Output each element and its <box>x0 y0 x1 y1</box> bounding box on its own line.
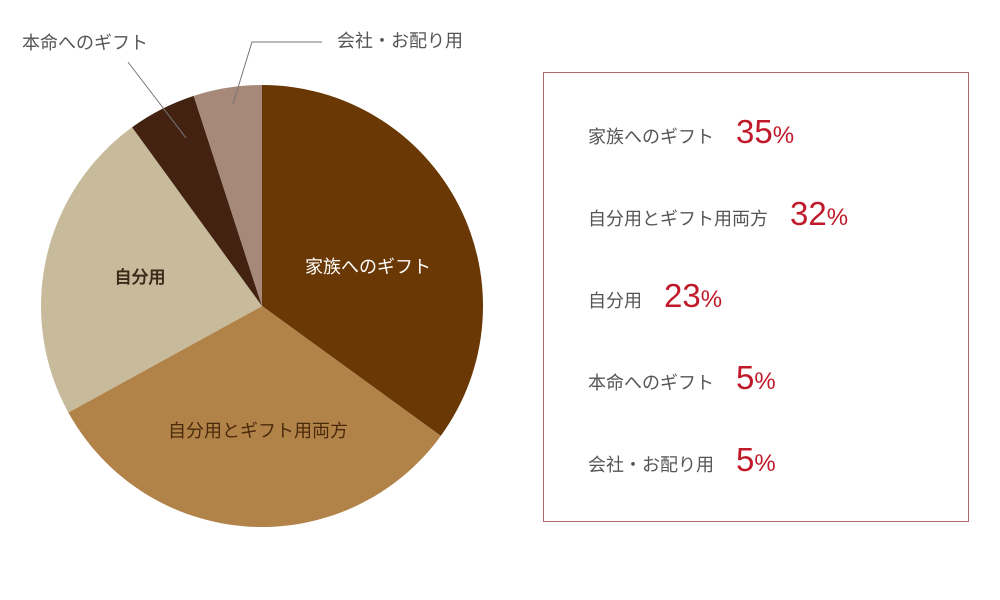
legend-label: 自分用 <box>588 291 642 312</box>
legend-label: 本命へのギフト <box>588 373 714 394</box>
leader-line-honmei-gift <box>127 61 187 139</box>
legend-value: 5% <box>736 359 776 396</box>
slice-self <box>41 127 263 413</box>
legend-label: 自分用とギフト用両方 <box>588 209 768 230</box>
slice-label: 自分用とギフト用両方 <box>168 421 348 442</box>
legend-row-honmei-gift: 本命へのギフト 5% <box>588 359 776 397</box>
legend-label: 会社・お配り用 <box>588 455 714 476</box>
legend-row-self-and-gift: 自分用とギフト用両方 32% <box>588 195 848 233</box>
legend-row-self: 自分用 23% <box>588 277 722 315</box>
legend-value: 35% <box>736 113 795 150</box>
legend-value: 32% <box>790 195 849 232</box>
slice-company <box>193 85 262 306</box>
outside-label-honmei-gift: 本命へのギフト <box>22 33 148 54</box>
slice-honmei-gift <box>132 95 262 306</box>
slice-family-gift <box>262 85 484 436</box>
legend-label: 家族へのギフト <box>588 127 714 148</box>
legend-row-company: 会社・お配り用 5% <box>588 441 776 479</box>
slice-label: 家族へのギフト <box>305 257 431 278</box>
slice-label: 自分用 <box>115 267 166 288</box>
legend-box: 家族へのギフト 35% 自分用とギフト用両方 32% 自分用 23% 本命へのギ… <box>543 72 969 522</box>
leader-line-company <box>232 41 322 105</box>
legend-row-family-gift: 家族へのギフト 35% <box>588 113 794 151</box>
slice-self-and-gift <box>68 306 441 527</box>
legend-value: 23% <box>664 277 723 314</box>
legend-value: 5% <box>736 441 776 478</box>
outside-label-company: 会社・お配り用 <box>337 31 463 52</box>
